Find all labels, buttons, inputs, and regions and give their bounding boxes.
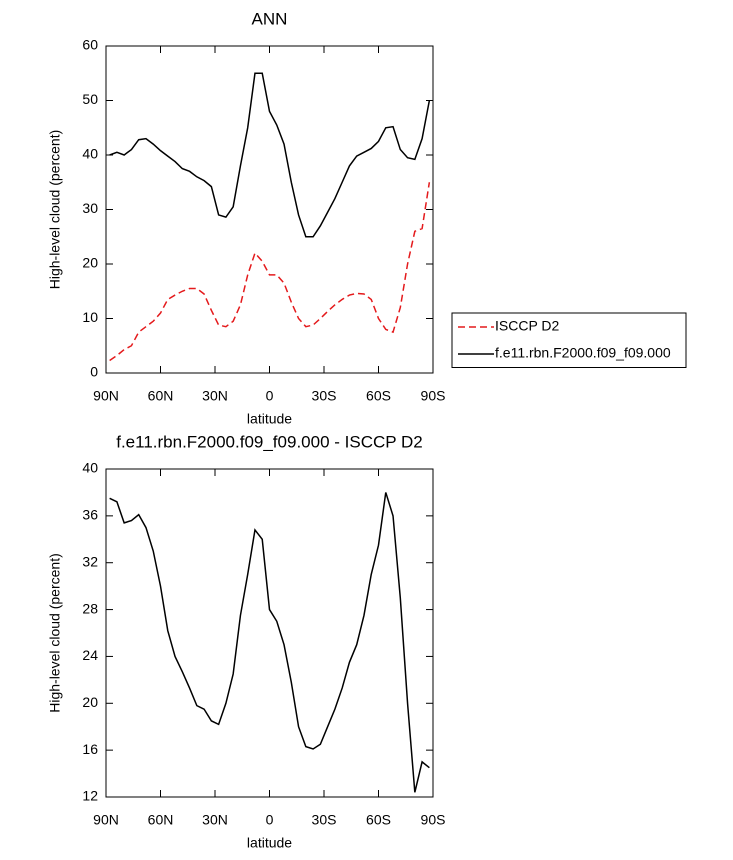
x-tick-label: 90S [421,388,446,404]
plot-frame [105,468,434,798]
x-tick-label: 60S [366,812,391,828]
legend-label: f.e11.rbn.F2000.f09_f09.000 [495,345,671,361]
x-tick-label: 0 [266,388,274,404]
y-tick-label: 16 [82,741,98,757]
y-tick-label: 30 [82,200,98,216]
y-tick-label: 20 [82,255,98,271]
x-tick-label: 30N [202,388,228,404]
x-axis-label: latitude [247,411,292,427]
y-tick-label: 32 [82,553,98,569]
y-tick-label: 12 [82,788,98,804]
y-tick-label: 36 [82,507,98,523]
y-tick-label: 40 [82,460,98,476]
data-line [109,492,430,793]
x-tick-label: 30S [312,812,337,828]
x-tick-label: 90S [421,812,446,828]
y-axis-label: High-level cloud (percent) [47,130,63,290]
y-tick-label: 10 [82,309,98,325]
chart-title: f.e11.rbn.F2000.f09_f09.000 - ISCCP D2 [116,432,423,451]
y-tick-label: 28 [82,600,98,616]
legend-box [451,312,687,368]
y-axis-label: High-level cloud (percent) [47,553,63,713]
y-tick-label: 24 [82,647,98,663]
y-tick-label: 20 [82,694,98,710]
data-line [109,182,431,362]
y-tick-label: 50 [82,91,98,107]
data-line [109,72,431,238]
x-tick-label: 90N [93,388,119,404]
y-tick-label: 0 [90,364,98,380]
plot-frame [105,45,434,374]
chart-title: ANN [252,9,288,28]
y-tick-label: 40 [82,146,98,162]
x-tick-label: 60N [148,812,174,828]
x-tick-label: 0 [266,812,274,828]
x-tick-label: 60N [148,388,174,404]
x-tick-label: 30S [312,388,337,404]
x-tick-label: 60S [366,388,391,404]
x-tick-label: 30N [202,812,228,828]
legend-label: ISCCP D2 [495,318,560,334]
y-tick-label: 60 [82,37,98,53]
x-tick-label: 90N [93,812,119,828]
x-axis-label: latitude [247,835,292,851]
